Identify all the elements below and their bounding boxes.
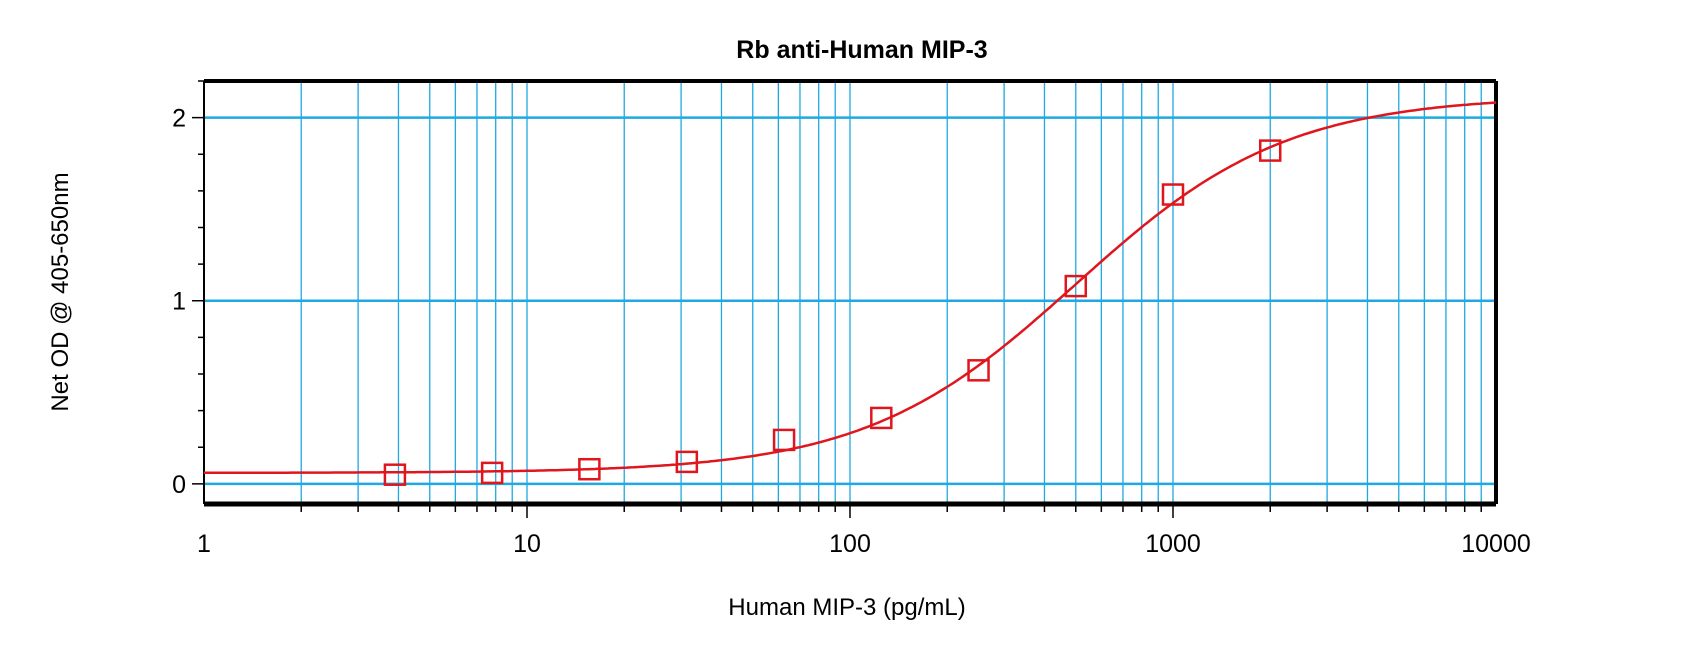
chart-title: Rb anti-Human MIP-3 [736, 36, 987, 64]
data-point [578, 457, 601, 481]
x-tick-label: 10000 [1461, 530, 1531, 558]
data-point [675, 450, 699, 474]
tick-labels: 1 10 100 1000 10000 0 1 2 [172, 105, 1531, 558]
data-points [383, 139, 1282, 486]
data-point [870, 406, 893, 430]
x-tick-label: 100 [829, 530, 871, 558]
x-tick-label: 1000 [1145, 530, 1201, 558]
x-tick-label: 1 [197, 530, 211, 558]
data-point [1064, 274, 1088, 298]
x-axis-label: Human MIP-3 (pg/mL) [728, 594, 965, 621]
axes [192, 79, 1498, 518]
data-point [967, 359, 990, 382]
data-point [383, 463, 407, 486]
x-tick-label: 10 [513, 530, 541, 558]
data-point [480, 461, 504, 485]
grid [204, 81, 1496, 504]
y-axis-label: Net OD @ 405-650nm [47, 172, 74, 411]
y-tick-label: 1 [172, 288, 186, 316]
y-tick-label: 0 [172, 471, 186, 499]
data-point [1258, 139, 1282, 162]
data-point [1161, 183, 1185, 206]
data-point [772, 428, 796, 452]
y-tick-label: 2 [172, 105, 186, 133]
